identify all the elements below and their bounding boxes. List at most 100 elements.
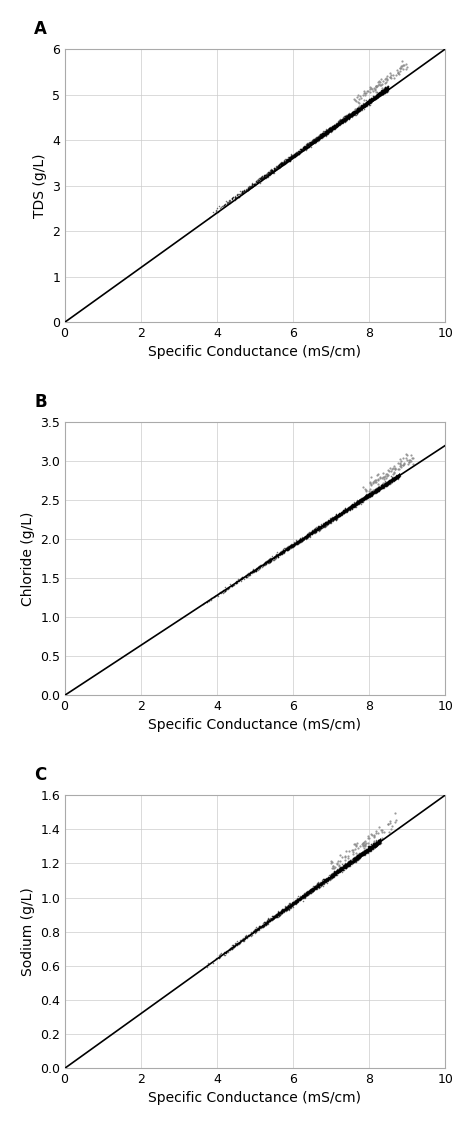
- Point: [278, 155, 285, 173]
- Point: [262, 166, 270, 184]
- Point: [257, 168, 264, 186]
- Point: [353, 100, 361, 118]
- Point: [316, 875, 323, 893]
- Point: [354, 101, 362, 119]
- Point: [368, 91, 376, 109]
- Point: [365, 486, 373, 504]
- Point: [375, 832, 383, 850]
- Point: [372, 78, 380, 96]
- Point: [360, 98, 367, 116]
- Point: [303, 885, 310, 903]
- Point: [365, 842, 373, 860]
- Point: [340, 110, 347, 128]
- Point: [336, 863, 343, 881]
- Point: [373, 837, 381, 855]
- Point: [307, 134, 315, 152]
- Point: [330, 117, 337, 135]
- Point: [381, 80, 388, 98]
- Point: [285, 899, 293, 917]
- Point: [374, 87, 382, 105]
- Point: [348, 106, 356, 124]
- Point: [361, 835, 369, 854]
- Point: [311, 878, 319, 896]
- Point: [391, 464, 398, 482]
- Point: [303, 885, 310, 903]
- Point: [346, 498, 353, 516]
- Point: [358, 491, 366, 509]
- Point: [329, 868, 337, 886]
- Point: [312, 520, 319, 538]
- Point: [281, 542, 288, 560]
- Point: [385, 473, 393, 491]
- Point: [284, 151, 292, 169]
- Point: [302, 885, 310, 903]
- Point: [375, 482, 383, 500]
- Point: [261, 167, 269, 185]
- Point: [288, 894, 296, 912]
- Point: [342, 109, 349, 127]
- Point: [368, 91, 376, 109]
- Point: [291, 894, 298, 912]
- Point: [310, 878, 318, 896]
- Point: [368, 838, 376, 856]
- Point: [256, 169, 264, 187]
- Point: [326, 511, 334, 529]
- Point: [301, 528, 309, 546]
- Point: [372, 481, 380, 499]
- Point: [337, 111, 345, 129]
- Point: [275, 157, 283, 175]
- Point: [360, 842, 368, 860]
- Point: [284, 540, 292, 558]
- Point: [384, 473, 392, 491]
- Point: [362, 837, 369, 855]
- Point: [337, 503, 345, 521]
- Point: [331, 118, 339, 136]
- Point: [303, 527, 311, 545]
- Point: [349, 104, 357, 122]
- Point: [254, 557, 262, 575]
- Point: [260, 917, 267, 935]
- Point: [346, 852, 354, 870]
- Point: [279, 543, 287, 561]
- Point: [368, 91, 375, 109]
- Point: [360, 833, 367, 851]
- Point: [334, 113, 341, 131]
- Point: [298, 530, 305, 548]
- Point: [293, 534, 301, 552]
- Point: [369, 839, 376, 857]
- Point: [392, 470, 399, 488]
- Point: [260, 555, 268, 573]
- Point: [323, 874, 331, 892]
- Point: [374, 86, 382, 104]
- Point: [346, 857, 353, 875]
- Point: [227, 577, 235, 595]
- Point: [320, 124, 328, 142]
- Point: [388, 471, 396, 489]
- Point: [268, 910, 275, 928]
- Point: [373, 822, 380, 840]
- Point: [348, 854, 356, 872]
- Point: [395, 468, 402, 486]
- Point: [338, 111, 346, 129]
- Point: [377, 831, 384, 849]
- Point: [319, 128, 327, 146]
- Point: [347, 107, 355, 125]
- Point: [319, 125, 326, 143]
- Point: [339, 503, 347, 521]
- Point: [388, 472, 396, 490]
- Point: [279, 542, 286, 560]
- Point: [343, 857, 350, 875]
- Point: [331, 509, 339, 527]
- Point: [319, 126, 327, 144]
- Point: [372, 835, 380, 854]
- Point: [314, 520, 321, 538]
- Point: [342, 856, 349, 874]
- Point: [295, 890, 302, 908]
- Point: [327, 510, 335, 528]
- Point: [354, 493, 361, 511]
- Point: [348, 855, 356, 873]
- Point: [342, 107, 349, 125]
- Point: [228, 936, 236, 954]
- Point: [284, 537, 292, 555]
- Point: [349, 498, 356, 516]
